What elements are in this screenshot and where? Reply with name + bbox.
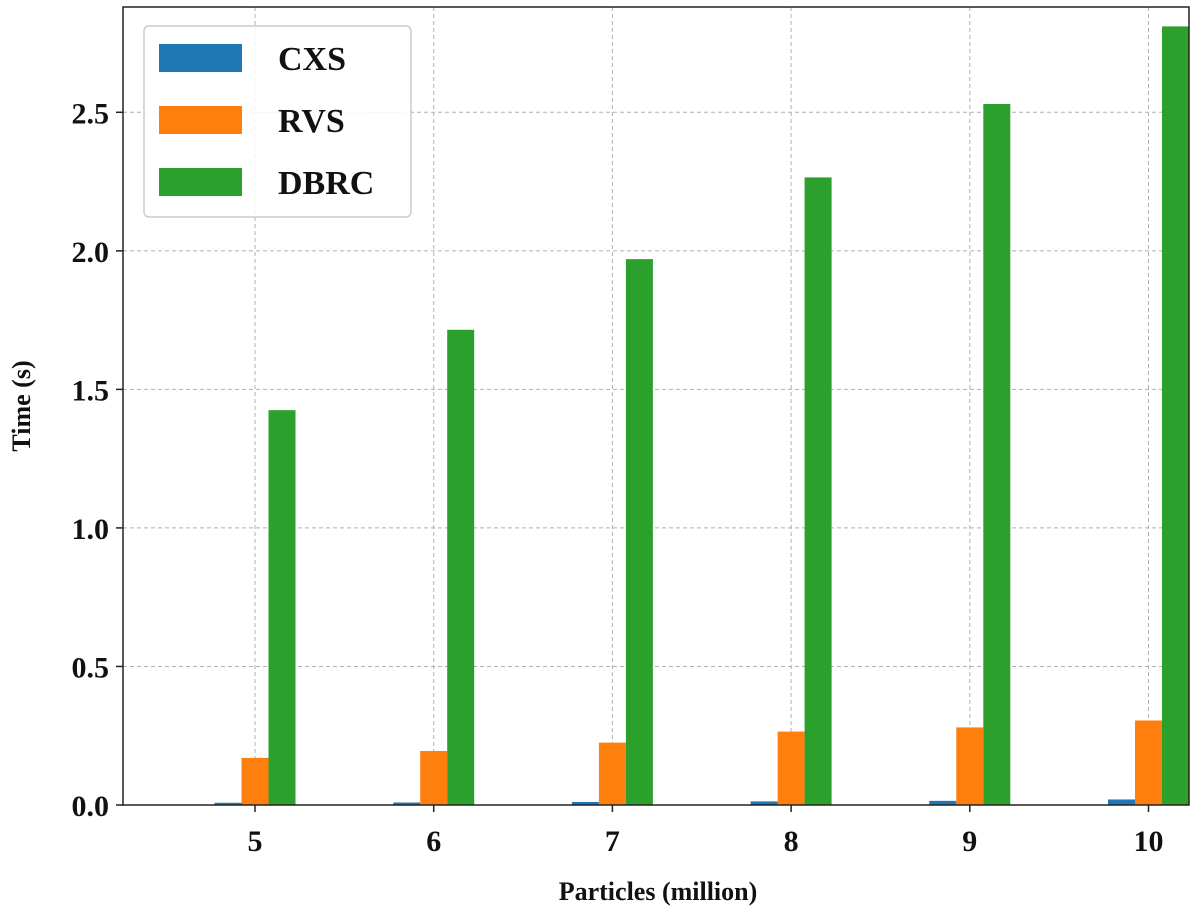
- bar-cxs-8: [750, 801, 778, 805]
- bar-rvs-5: [241, 757, 269, 805]
- grid-lines: [123, 7, 1189, 806]
- bar-dbrc-6: [447, 329, 475, 805]
- x-tick-label: 6: [426, 825, 441, 858]
- legend: CXS RVS DBRC: [143, 25, 412, 218]
- y-axis-label: Time (s): [7, 360, 36, 451]
- bar-cxs-9: [929, 800, 957, 805]
- legend-swatch-dbrc: [159, 168, 242, 196]
- x-tick-label: 5: [248, 825, 263, 858]
- bars: [214, 26, 1189, 806]
- bar-rvs-10: [1135, 720, 1162, 805]
- y-tick-label: 1.0: [72, 513, 110, 546]
- x-axis-label: Particles (million): [559, 877, 758, 906]
- legend-label-dbrc: DBRC: [278, 165, 374, 202]
- legend-swatch-cxs: [159, 44, 242, 72]
- bar-dbrc-9: [983, 103, 1011, 805]
- bar-dbrc-8: [804, 177, 832, 805]
- bar-rvs-6: [420, 750, 448, 805]
- legend-label-rvs: RVS: [278, 103, 345, 140]
- x-tick-label: 10: [1134, 825, 1164, 858]
- plot-frame: [122, 6, 1190, 806]
- legend-label-cxs: CXS: [278, 41, 346, 78]
- bar-rvs-7: [598, 742, 626, 805]
- bar-cxs-7: [571, 801, 599, 805]
- x-tick-label: 8: [784, 825, 799, 858]
- y-tick-label: 0.5: [72, 651, 110, 684]
- ticks: 0.0 0.5 1.0 1.5 2.0 2.5 5 6 7 8 9 10: [72, 97, 1164, 858]
- y-tick-label: 1.5: [72, 374, 110, 407]
- y-tick-label: 0.0: [72, 790, 110, 823]
- x-tick-label: 9: [962, 825, 977, 858]
- bar-dbrc-10: [1162, 26, 1189, 806]
- bar-cxs-5: [214, 802, 242, 805]
- bar-rvs-8: [777, 731, 805, 805]
- bar-cxs-6: [393, 802, 421, 805]
- bar-dbrc-7: [625, 259, 653, 805]
- x-tick-label: 7: [605, 825, 620, 858]
- y-tick-label: 2.0: [72, 236, 110, 269]
- bar-cxs-10: [1108, 799, 1135, 805]
- bar-dbrc-5: [268, 410, 296, 805]
- bar-rvs-9: [956, 727, 984, 805]
- y-tick-label: 2.5: [72, 97, 110, 130]
- legend-swatch-rvs: [159, 106, 242, 134]
